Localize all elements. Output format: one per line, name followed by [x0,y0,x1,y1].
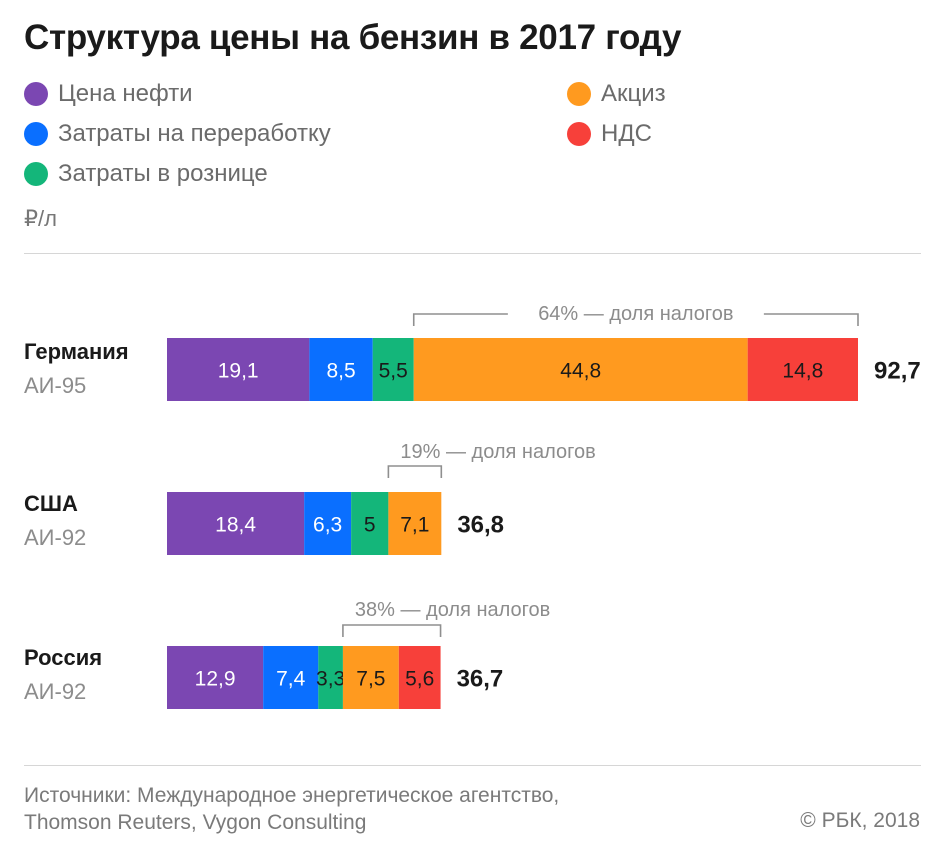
tax-bracket [387,465,443,478]
bar-segment [747,338,858,401]
sources: Источники: Международное энергетическое … [24,782,559,836]
total-label: 92,7 [874,358,921,385]
tax-bracket-right [763,313,859,326]
data-label: 7,1 [400,514,429,537]
bar-segment [398,646,441,709]
copyright: © РБК, 2018 [800,809,920,832]
bar-segment [167,646,264,709]
fuel-grade-label: АИ-92 [24,525,86,550]
fuel-grade-label: АИ-92 [24,679,86,704]
legend-swatch-vat [567,122,591,146]
legend-swatch-excise [567,82,591,106]
data-label: 5 [364,514,376,537]
bottom-divider [24,765,921,766]
legend-item-refining-costs: Затраты на переработку [24,120,331,148]
bar-segment [304,492,352,555]
legend-label: Затраты в рознице [58,160,268,187]
data-label: 12,9 [195,668,236,691]
legend-swatch-refining-costs [24,122,48,146]
top-divider [24,253,921,254]
bar-segment [167,492,305,555]
bar-segment [351,492,389,555]
total-label: 36,8 [457,512,504,539]
legend-item-excise: Акциз [567,80,666,108]
unit-label: ₽/л [24,206,57,231]
data-label: 18,4 [215,514,256,537]
country-label: Германия [24,339,129,364]
bar-segment [318,646,343,709]
data-label: 8,5 [326,360,355,383]
data-label: 3,3 [316,668,345,691]
data-label: 5,5 [379,360,408,383]
data-label: 6,3 [313,514,342,537]
legend-item-retail-costs: Затраты в рознице [24,160,268,188]
bar-segment [413,338,748,401]
legend-label: НДС [601,120,652,147]
legend-label: Цена нефти [58,80,193,107]
chart-title: Структура цены на бензин в 2017 году [24,18,682,57]
data-label: 44,8 [560,360,601,383]
tax-bracket-left [412,313,508,326]
country-label: США [24,491,78,516]
legend-item-oil-price: Цена нефти [24,80,193,108]
tax-share-note: 19% — доля налогов [400,441,595,463]
bar-segment [372,338,414,401]
legend-swatch-oil-price [24,82,48,106]
sources-line-1: Источники: Международное энергетическое … [24,784,560,807]
legend-item-vat: НДС [567,120,652,148]
sources-line-2: Thomson Reuters, Vygon Consulting [24,811,367,834]
tax-bracket [342,624,442,637]
total-label: 36,7 [457,666,504,693]
data-label: 19,1 [218,360,259,383]
bar-segment [342,646,399,709]
tax-share-note: 38% — доля налогов [355,599,550,621]
data-label: 5,6 [405,668,434,691]
bar-segment [263,646,319,709]
country-label: Россия [24,645,102,670]
bar-segment [388,492,442,555]
bar-segment [167,338,310,401]
data-label: 7,4 [276,668,306,691]
bar-segment [309,338,373,401]
legend-label: Затраты на переработку [58,120,331,147]
data-label: 14,8 [782,360,823,383]
data-label: 7,5 [356,668,385,691]
legend-label: Акциз [601,80,666,107]
tax-share-note: 64% — доля налогов [538,303,733,325]
fuel-grade-label: АИ-95 [24,373,86,398]
legend-swatch-retail-costs [24,162,48,186]
